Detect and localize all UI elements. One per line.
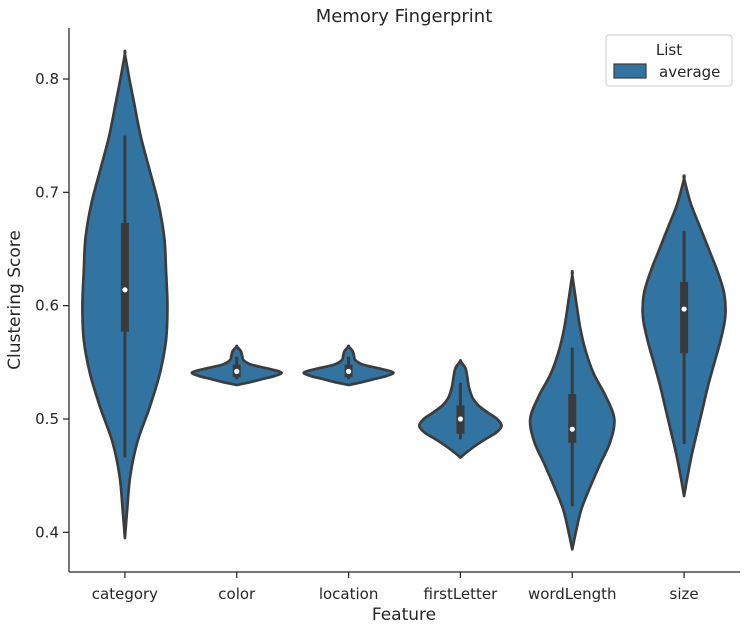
x-tick-label-color: color: [218, 585, 256, 603]
x-axis-label: Feature: [372, 605, 436, 625]
median-dot-category: [122, 287, 128, 293]
median-dot-size: [681, 306, 687, 312]
x-tick-label-location: location: [319, 585, 379, 603]
iqr-box-category: [120, 222, 129, 332]
x-tick-label-firstLetter: firstLetter: [424, 585, 499, 603]
y-tick-label: 0.6: [35, 297, 59, 315]
y-tick-label: 0.7: [35, 183, 59, 201]
y-axis-label: Clustering Score: [5, 230, 25, 370]
x-tick-label-category: category: [92, 585, 158, 603]
median-dot-color: [234, 368, 240, 374]
y-tick-label: 0.4: [35, 523, 59, 541]
median-dot-wordLength: [569, 426, 575, 432]
plot-area: 0.4 0.5 0.6 0.7 0.8 category color location firs…: [35, 28, 740, 603]
legend-swatch: [613, 63, 647, 79]
median-dot-firstLetter: [457, 416, 464, 422]
legend-title: List: [656, 41, 682, 59]
x-tick-label-size: size: [670, 585, 699, 603]
median-dot-location: [345, 368, 352, 374]
chart-title: Memory Fingerprint: [316, 6, 493, 27]
legend-entry-average: average: [659, 63, 720, 81]
legend: List average: [605, 34, 733, 87]
iqr-box-size: [680, 281, 689, 354]
y-tick-label: 0.5: [35, 410, 59, 428]
x-tick-label-wordLength: wordLength: [528, 585, 617, 603]
iqr-box-wordLength: [568, 394, 577, 443]
y-tick-label: 0.8: [35, 70, 59, 88]
